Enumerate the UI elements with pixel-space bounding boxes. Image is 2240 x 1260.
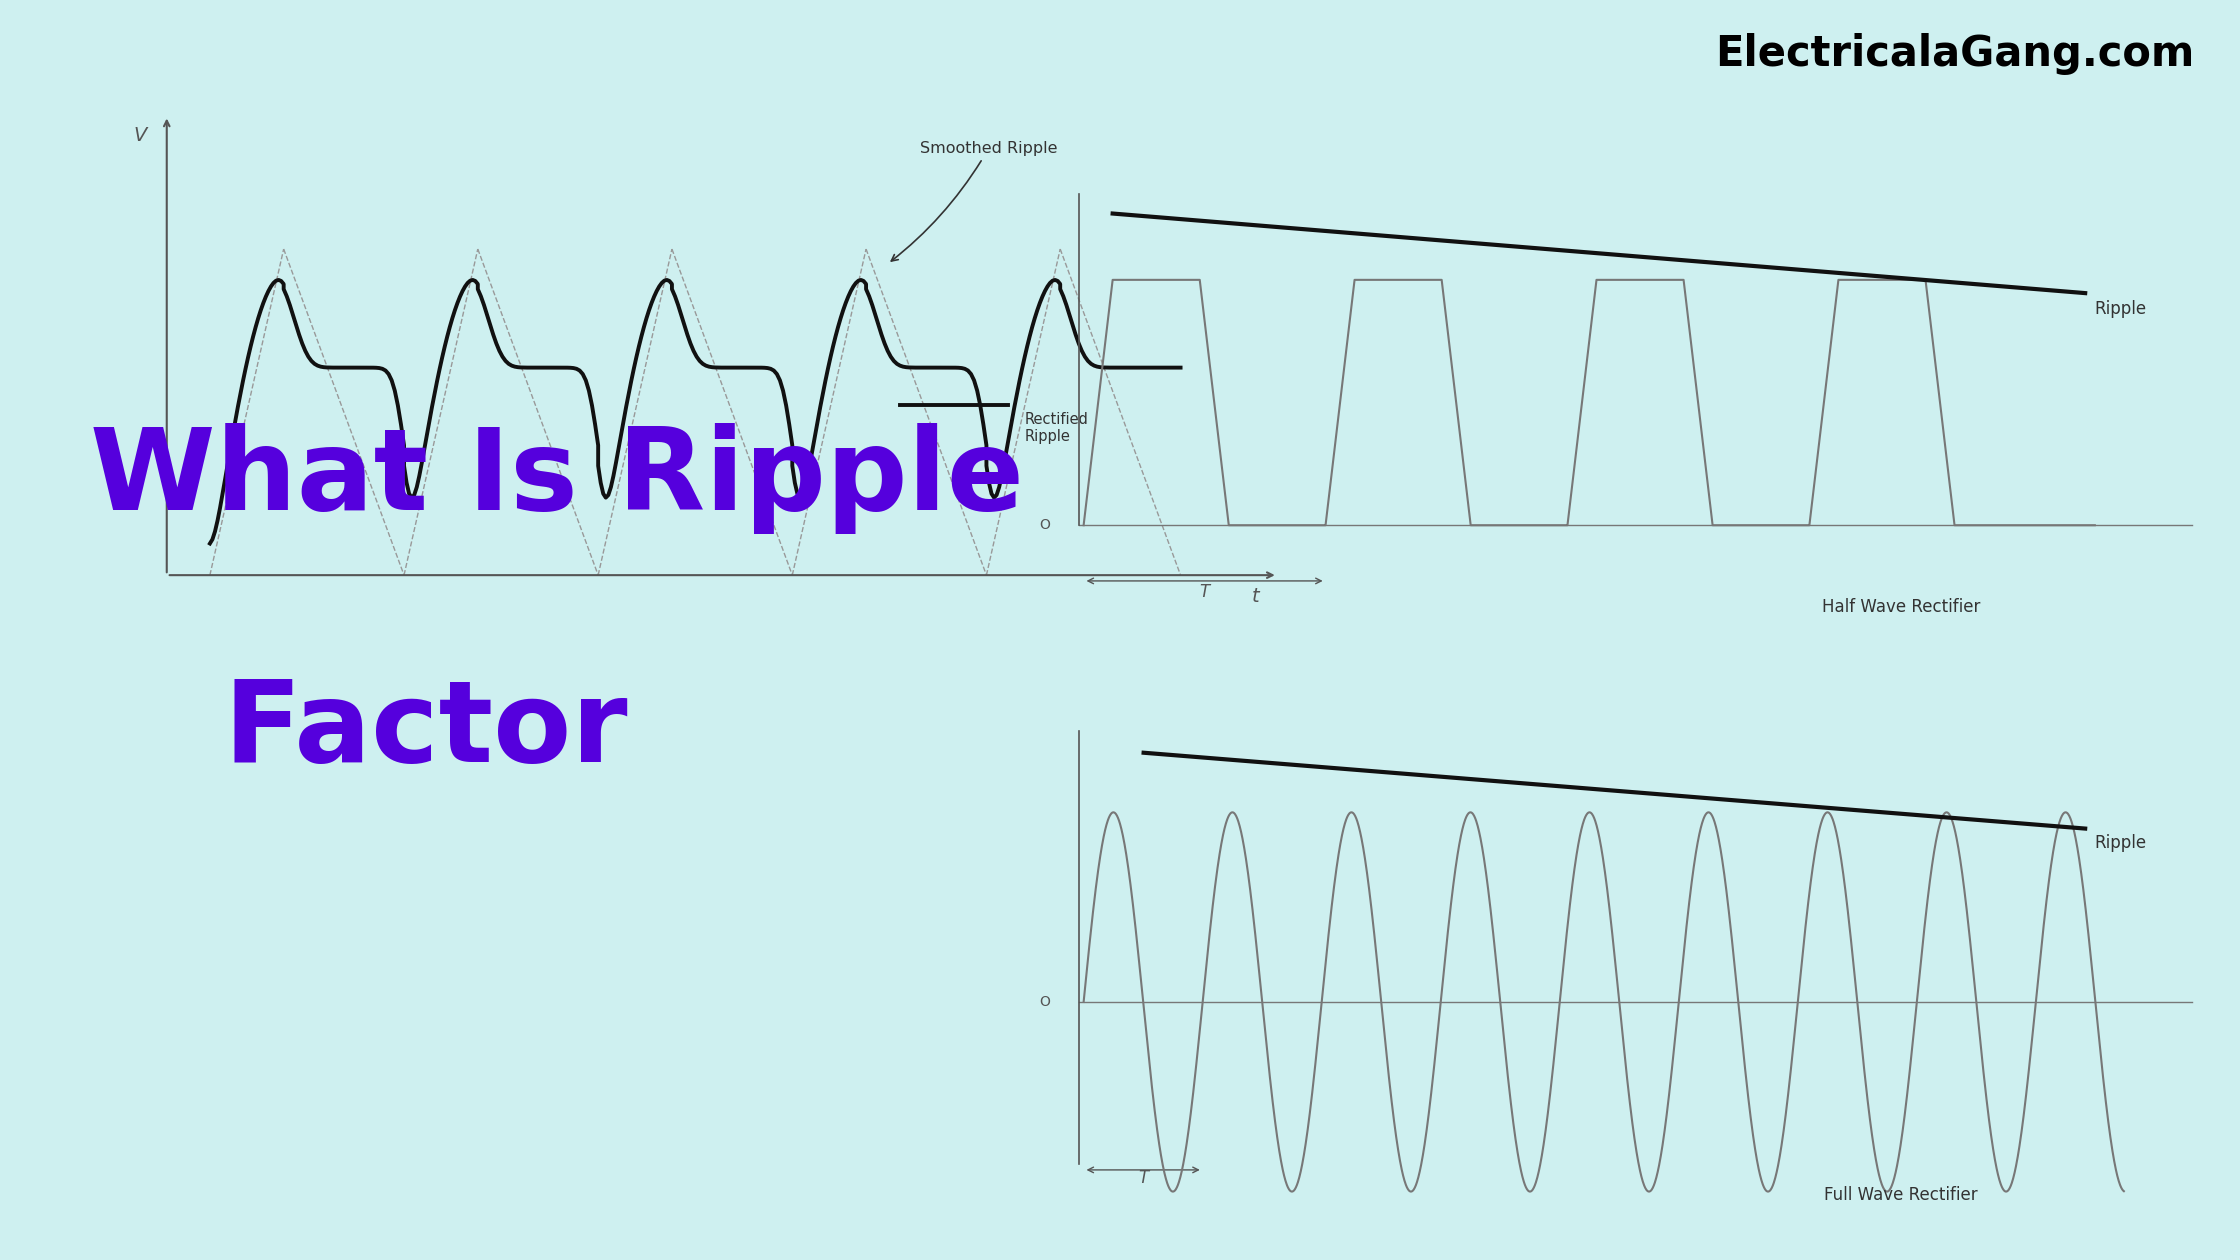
Text: Ripple: Ripple — [2094, 300, 2146, 318]
Text: What Is Ripple: What Is Ripple — [90, 423, 1024, 534]
Text: t: t — [1252, 587, 1259, 606]
Text: V: V — [132, 126, 146, 145]
Text: T: T — [1138, 1169, 1149, 1187]
Text: O: O — [1039, 518, 1051, 532]
Text: O: O — [1039, 995, 1051, 1009]
Text: Half Wave Rectifier: Half Wave Rectifier — [1821, 598, 1980, 616]
Text: Full Wave Rectifier: Full Wave Rectifier — [1826, 1186, 1978, 1205]
Text: Smoothed Ripple: Smoothed Ripple — [892, 141, 1057, 261]
Text: Factor: Factor — [224, 675, 629, 786]
Text: Ripple: Ripple — [2094, 834, 2146, 852]
Text: T: T — [1198, 583, 1210, 601]
Text: ElectricalaGang.com: ElectricalaGang.com — [1716, 33, 2195, 74]
Text: Rectified
Ripple: Rectified Ripple — [1024, 412, 1089, 445]
